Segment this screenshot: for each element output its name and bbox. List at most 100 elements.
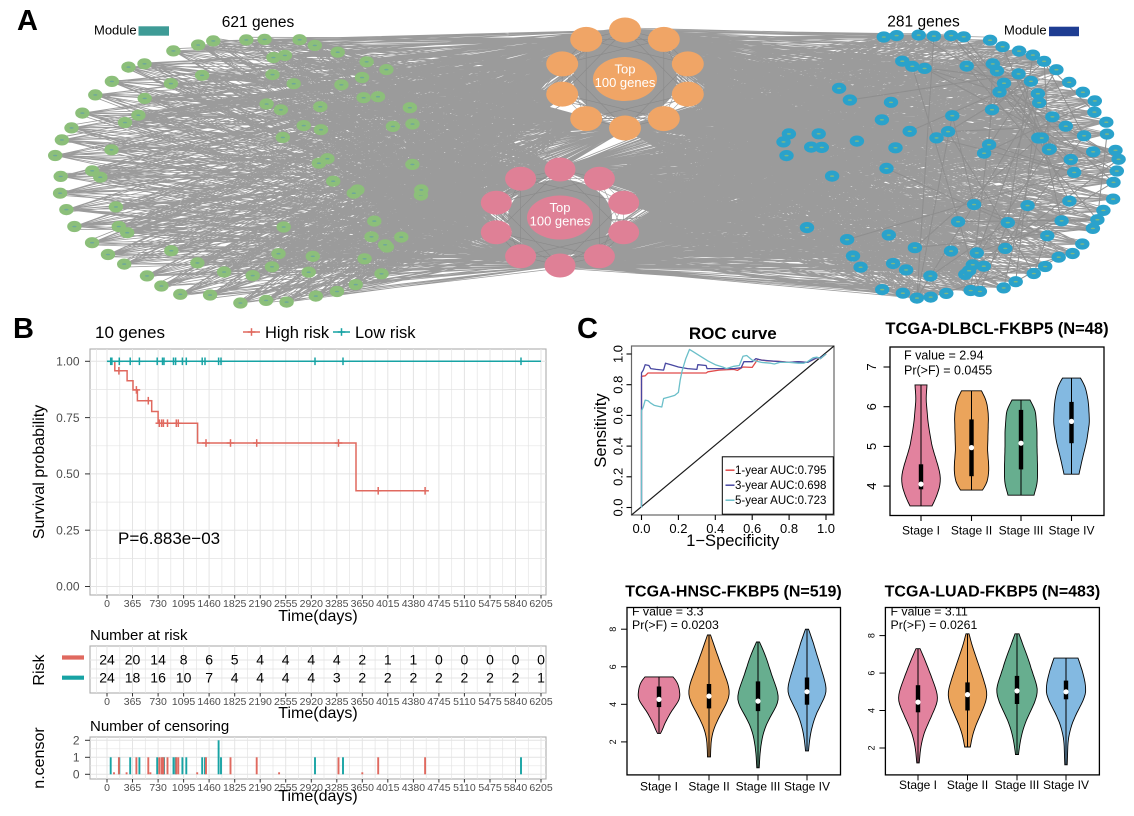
svg-text:1460: 1460 bbox=[197, 782, 221, 794]
svg-text:Stage II: Stage II bbox=[951, 524, 992, 538]
svg-text:0.6: 0.6 bbox=[611, 406, 626, 424]
svg-text:0: 0 bbox=[73, 768, 80, 782]
svg-text:B: B bbox=[13, 313, 34, 345]
svg-text:4: 4 bbox=[256, 651, 264, 667]
svg-text:4745: 4745 bbox=[427, 782, 451, 794]
svg-text:7: 7 bbox=[864, 363, 879, 370]
svg-text:5475: 5475 bbox=[478, 782, 502, 794]
svg-text:5840: 5840 bbox=[504, 696, 528, 708]
svg-text:F value = 3.3: F value = 3.3 bbox=[632, 605, 704, 619]
svg-text:Pr(>F) = 0.0261: Pr(>F) = 0.0261 bbox=[891, 618, 978, 632]
svg-text:0.75: 0.75 bbox=[56, 411, 80, 425]
svg-text:3650: 3650 bbox=[351, 782, 375, 794]
svg-text:621 genes: 621 genes bbox=[222, 14, 295, 31]
svg-text:2: 2 bbox=[73, 734, 80, 748]
svg-text:24: 24 bbox=[99, 669, 115, 685]
svg-text:10: 10 bbox=[176, 669, 192, 685]
svg-text:4380: 4380 bbox=[402, 696, 426, 708]
svg-text:TCGA-HNSC-FKBP5 (N=519): TCGA-HNSC-FKBP5 (N=519) bbox=[625, 584, 841, 601]
svg-text:4745: 4745 bbox=[427, 696, 451, 708]
svg-text:2: 2 bbox=[410, 669, 418, 685]
svg-text:18: 18 bbox=[125, 669, 141, 685]
svg-text:2: 2 bbox=[358, 651, 366, 667]
svg-text:2920: 2920 bbox=[300, 782, 324, 794]
svg-text:0: 0 bbox=[486, 651, 494, 667]
svg-text:730: 730 bbox=[149, 782, 167, 794]
svg-text:0: 0 bbox=[461, 651, 469, 667]
svg-text:Top: Top bbox=[550, 200, 571, 215]
svg-text:Stage I: Stage I bbox=[640, 780, 678, 794]
svg-text:1: 1 bbox=[410, 651, 418, 667]
svg-text:16: 16 bbox=[150, 669, 166, 685]
svg-text:5840: 5840 bbox=[504, 598, 528, 610]
svg-text:1: 1 bbox=[73, 751, 80, 765]
svg-text:Stage III: Stage III bbox=[995, 778, 1040, 792]
svg-text:3285: 3285 bbox=[325, 696, 349, 708]
svg-text:14: 14 bbox=[150, 651, 166, 667]
svg-text:Module: Module bbox=[1004, 23, 1047, 38]
svg-text:Time(days): Time(days) bbox=[278, 608, 357, 625]
svg-text:Survival probability: Survival probability bbox=[31, 405, 48, 539]
svg-text:0: 0 bbox=[104, 598, 110, 610]
svg-text:3650: 3650 bbox=[351, 598, 375, 610]
svg-text:3-year AUC:0.698: 3-year AUC:0.698 bbox=[735, 480, 826, 492]
svg-text:Time(days): Time(days) bbox=[278, 705, 357, 722]
svg-text:1095: 1095 bbox=[172, 696, 196, 708]
svg-text:1825: 1825 bbox=[223, 696, 247, 708]
svg-text:0.6: 0.6 bbox=[743, 521, 761, 536]
svg-text:4745: 4745 bbox=[427, 598, 451, 610]
svg-text:5: 5 bbox=[864, 443, 879, 450]
svg-text:20: 20 bbox=[125, 651, 141, 667]
svg-text:5475: 5475 bbox=[478, 598, 502, 610]
svg-text:0: 0 bbox=[537, 651, 545, 667]
svg-text:24: 24 bbox=[99, 651, 115, 667]
svg-text:Pr(>F) = 0.0455: Pr(>F) = 0.0455 bbox=[904, 364, 992, 378]
svg-text:6: 6 bbox=[205, 651, 213, 667]
svg-text:Stage I: Stage I bbox=[899, 778, 937, 792]
svg-text:4: 4 bbox=[307, 651, 315, 667]
svg-text:1.00: 1.00 bbox=[56, 355, 80, 369]
svg-text:1-year AUC:0.795: 1-year AUC:0.795 bbox=[735, 465, 826, 477]
svg-text:4: 4 bbox=[864, 482, 879, 489]
svg-text:Stage III: Stage III bbox=[736, 780, 781, 794]
svg-text:P=6.883e−03: P=6.883e−03 bbox=[118, 529, 220, 548]
svg-text:1095: 1095 bbox=[172, 598, 196, 610]
svg-text:0: 0 bbox=[435, 651, 443, 667]
svg-text:TCGA-DLBCL-FKBP5 (N=48): TCGA-DLBCL-FKBP5 (N=48) bbox=[885, 320, 1108, 338]
svg-text:5110: 5110 bbox=[453, 696, 476, 708]
svg-text:6: 6 bbox=[608, 664, 618, 669]
svg-text:1.0: 1.0 bbox=[611, 345, 626, 363]
svg-text:3650: 3650 bbox=[351, 696, 375, 708]
svg-text:0.0: 0.0 bbox=[611, 498, 626, 516]
svg-text:Low risk: Low risk bbox=[355, 324, 416, 342]
svg-text:365: 365 bbox=[124, 696, 142, 708]
svg-text:8: 8 bbox=[608, 627, 618, 632]
svg-text:10 genes: 10 genes bbox=[95, 323, 165, 342]
svg-text:6: 6 bbox=[864, 403, 879, 410]
svg-text:5-year AUC:0.723: 5-year AUC:0.723 bbox=[735, 495, 826, 507]
svg-text:365: 365 bbox=[124, 782, 142, 794]
svg-text:2555: 2555 bbox=[274, 598, 298, 610]
svg-text:4380: 4380 bbox=[402, 598, 426, 610]
svg-text:6205: 6205 bbox=[529, 598, 553, 610]
svg-text:2190: 2190 bbox=[249, 696, 273, 708]
svg-text:Number of censoring: Number of censoring bbox=[90, 718, 229, 735]
svg-text:2: 2 bbox=[461, 669, 469, 685]
svg-text:Stage IV: Stage IV bbox=[1048, 524, 1094, 538]
svg-text:2: 2 bbox=[384, 669, 392, 685]
svg-text:730: 730 bbox=[149, 598, 167, 610]
svg-text:4: 4 bbox=[231, 669, 239, 685]
svg-text:Stage IV: Stage IV bbox=[1043, 778, 1089, 792]
svg-text:100 genes: 100 genes bbox=[595, 75, 656, 90]
svg-text:4: 4 bbox=[256, 669, 264, 685]
svg-text:High risk: High risk bbox=[265, 324, 330, 342]
svg-text:281 genes: 281 genes bbox=[887, 14, 960, 31]
svg-text:1460: 1460 bbox=[197, 696, 221, 708]
svg-text:1.0: 1.0 bbox=[817, 521, 835, 536]
svg-text:2: 2 bbox=[358, 669, 366, 685]
svg-text:8: 8 bbox=[180, 651, 188, 667]
svg-text:2: 2 bbox=[866, 745, 876, 750]
svg-text:2920: 2920 bbox=[300, 598, 324, 610]
svg-text:0.00: 0.00 bbox=[56, 580, 80, 594]
svg-text:0: 0 bbox=[104, 782, 110, 794]
